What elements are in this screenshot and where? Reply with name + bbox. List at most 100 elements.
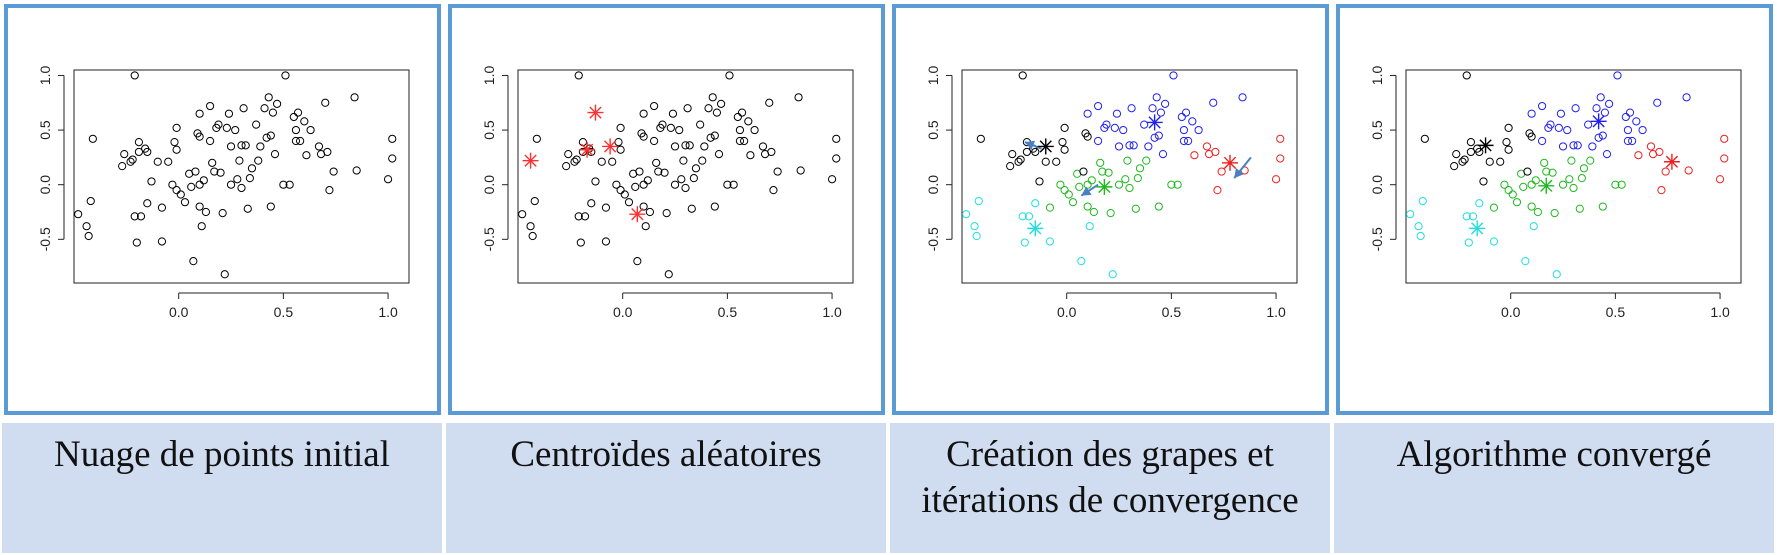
data-point [352, 166, 361, 175]
data-point [130, 71, 139, 80]
scatter-plot-converged: 0.0 0.5 1.0 -0.5 0.0 0.5 1.0 [1369, 66, 1742, 320]
data-point [1523, 167, 1532, 176]
centroid-marker [1538, 177, 1555, 194]
data-point [1119, 125, 1128, 135]
centroid-marker [629, 206, 646, 223]
data-point [266, 131, 275, 140]
data-point [1604, 99, 1614, 108]
data-point [205, 136, 215, 146]
data-point [74, 210, 83, 219]
y-tick-label: 0.0 [925, 175, 941, 195]
data-point [687, 204, 696, 213]
data-point [1125, 141, 1134, 150]
data-point [199, 176, 208, 185]
data-point [329, 167, 338, 176]
data-point [1420, 134, 1429, 143]
data-point [1588, 142, 1597, 151]
data-point [237, 183, 246, 193]
data-point [1475, 199, 1484, 208]
data-point [1584, 120, 1593, 129]
data-point [796, 166, 805, 175]
data-point [1181, 108, 1191, 117]
data-point [1098, 167, 1107, 176]
data-point [321, 98, 330, 107]
centroid-marker [1477, 137, 1494, 154]
data-point [132, 238, 141, 247]
data-point [1177, 112, 1186, 122]
data-point [1158, 150, 1168, 159]
data-point [639, 202, 648, 211]
data-point [827, 175, 837, 184]
data-point [214, 120, 223, 129]
x-tick-label: 0.5 [718, 304, 738, 320]
y-tick-label: 1.0 [925, 66, 941, 86]
data-point [1169, 71, 1178, 80]
data-point [765, 98, 774, 107]
x-tick-label: 1.0 [822, 304, 842, 320]
data-point [597, 157, 606, 166]
y-tick-label: 1.0 [481, 66, 497, 86]
data-point [639, 132, 648, 141]
data-point [1458, 157, 1467, 166]
data-point [306, 125, 315, 135]
scatter-plot-iterations: 0.0 0.5 1.0 -0.5 0.0 0.5 1.0 [925, 66, 1298, 320]
data-point [1418, 196, 1427, 206]
caption-random-centroids: Centroïdes aléatoires [446, 423, 886, 553]
data-point [664, 270, 673, 279]
data-point [1087, 176, 1096, 185]
data-point [1121, 175, 1130, 184]
data-point [1508, 190, 1517, 199]
data-point [1041, 157, 1050, 166]
data-point [1542, 167, 1551, 176]
data-point [1148, 104, 1157, 113]
data-point [714, 150, 724, 159]
data-point [86, 196, 95, 206]
data-point [1114, 180, 1124, 189]
data-point [1045, 237, 1055, 246]
data-point [580, 212, 590, 221]
data-point [1060, 123, 1069, 132]
data-point [1131, 204, 1140, 213]
data-point [1594, 133, 1603, 142]
data-point [641, 222, 650, 231]
data-point [1133, 174, 1142, 183]
data-point [1035, 177, 1044, 186]
data-point [733, 112, 742, 122]
data-point [643, 176, 652, 185]
data-point [1579, 164, 1589, 173]
data-point [302, 151, 311, 160]
data-point [279, 180, 288, 189]
data-point [1089, 207, 1099, 217]
data-point [218, 208, 227, 218]
data-point [1150, 133, 1159, 142]
data-point [266, 202, 275, 211]
plot-panel-converged: 0.0 0.5 1.0 -0.5 0.0 0.5 1.0 [1336, 4, 1773, 415]
data-point [750, 125, 759, 135]
data-point [1018, 212, 1027, 221]
data-point [976, 134, 985, 143]
data-point [1173, 180, 1182, 189]
data-point [231, 125, 240, 135]
data-point [685, 141, 694, 150]
centroid-marker [579, 141, 596, 158]
data-point [1634, 151, 1643, 160]
data-point [1502, 137, 1511, 147]
data-point [601, 237, 611, 246]
data-point [1031, 147, 1040, 157]
data-point [1083, 180, 1092, 189]
caption-initial: Nuage de points initial [2, 423, 442, 553]
data-point [1083, 132, 1092, 141]
data-point [1613, 71, 1622, 80]
x-tick-label: 0.0 [169, 304, 189, 320]
data-point [1108, 270, 1117, 279]
data-point [1533, 207, 1543, 217]
data-point [639, 109, 648, 118]
data-point [574, 71, 583, 80]
data-point [383, 175, 393, 184]
data-point [120, 150, 129, 159]
data-point [1540, 158, 1549, 167]
data-point [195, 109, 204, 118]
plot-frame [517, 69, 854, 284]
data-point [1085, 222, 1094, 231]
data-point [1550, 208, 1559, 218]
